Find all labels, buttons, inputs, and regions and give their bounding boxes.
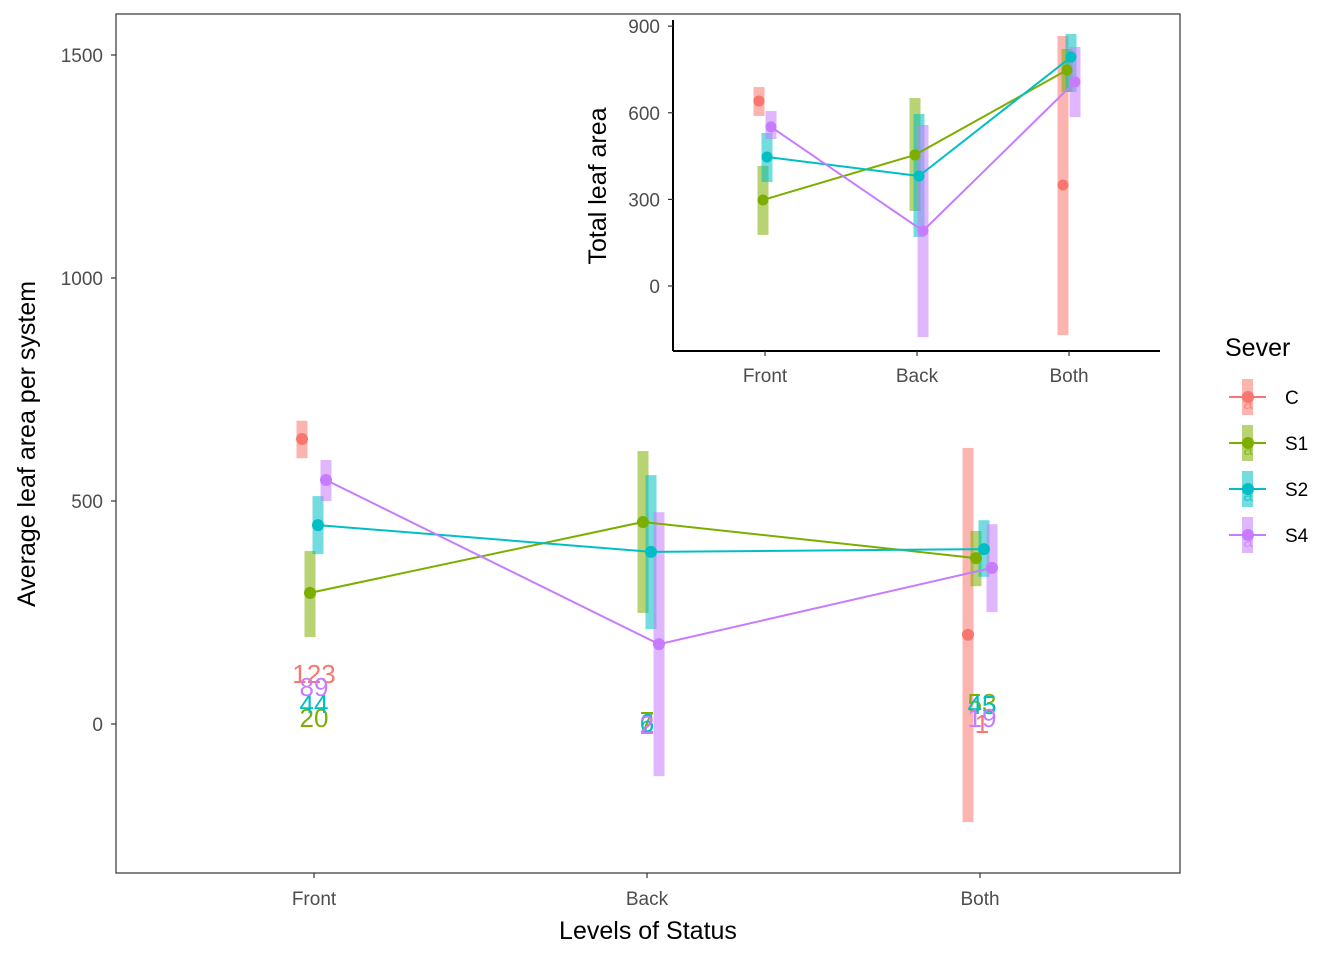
legend-item-s1: a S1 <box>1229 425 1308 461</box>
legend-key-point <box>1242 483 1254 495</box>
main-x-tick-label: Both <box>960 889 999 910</box>
inset-x-tick-label: Back <box>896 366 939 387</box>
main-count-label-s2: 45 <box>968 690 997 720</box>
inset-point-s1 <box>757 194 769 206</box>
main-point-s4 <box>986 561 998 574</box>
legend-label: C <box>1285 388 1299 409</box>
main-count-label-s2: 6 <box>640 708 654 738</box>
main-line-s1 <box>642 520 977 560</box>
inset-line-s1 <box>914 69 1068 156</box>
inset-point-c <box>1057 179 1069 191</box>
inset-line-s4 <box>770 126 924 232</box>
legend-title: Sever <box>1225 334 1290 362</box>
legend-key-text-glyph: a <box>1243 486 1253 505</box>
main-count-label-s4: 19 <box>968 703 997 733</box>
inset-point-s4 <box>1069 76 1081 88</box>
main-y-tick-label: 1000 <box>61 269 103 290</box>
legend-key-text-glyph: a <box>1243 440 1253 459</box>
inset-point-s4 <box>917 225 929 237</box>
main-count-label-s1: 20 <box>300 703 329 733</box>
main-count-label-s1: 7 <box>640 706 654 736</box>
legend-key-point <box>1242 437 1254 449</box>
inset-line-s4 <box>922 81 1076 232</box>
main-line-s4 <box>325 479 660 646</box>
inset-point-s1 <box>1061 64 1073 76</box>
main-error-bar-s1 <box>637 451 649 613</box>
main-x-tick-label: Back <box>626 889 669 910</box>
main-point-s1 <box>304 586 316 599</box>
main-y-tick-label: 500 <box>71 492 103 513</box>
legend-key-text-glyph: a <box>1243 394 1253 413</box>
inset-point-s1 <box>909 149 921 161</box>
legend: Sever a Ca S1a S2a S4 <box>1225 334 1309 553</box>
inset-point-s2 <box>761 151 773 163</box>
main-line-s4 <box>658 566 993 646</box>
main-count-label-s2: 44 <box>300 689 329 719</box>
inset-x-tick-label: Front <box>743 366 788 387</box>
inset-line-s2 <box>918 56 1072 177</box>
main-point-s1 <box>970 552 982 565</box>
main-point-c <box>962 628 974 641</box>
inset-point-s2 <box>1065 51 1077 63</box>
inset-y-tick-label: 0 <box>649 277 660 298</box>
main-x-tick-label: Front <box>292 889 337 910</box>
main-point-c <box>296 433 308 446</box>
inset-x-axis: Front Back Both <box>743 351 1089 387</box>
legend-label: S4 <box>1285 526 1309 547</box>
main-count-label-s4: 2 <box>640 710 654 740</box>
inset-y-tick-label: 600 <box>628 104 660 125</box>
legend-label: S2 <box>1285 480 1308 501</box>
legend-item-s2: a S2 <box>1229 471 1308 507</box>
legend-key-point <box>1242 391 1254 403</box>
legend-item-s4: a S4 <box>1229 517 1309 553</box>
main-count-label-s1: 53 <box>968 688 997 718</box>
inset-background <box>570 15 1179 400</box>
main-y-tick-label: 1500 <box>61 46 103 67</box>
main-x-axis: Front Back Both <box>292 873 1000 910</box>
inset-point-s2 <box>913 170 925 182</box>
inset-series-lines <box>762 56 1076 232</box>
main-count-label-c: 1 <box>975 709 989 739</box>
legend-label: S1 <box>1285 434 1308 455</box>
main-point-s2 <box>312 519 324 532</box>
inset-y-axis: 0 300 600 900 <box>628 17 673 298</box>
main-point-s2 <box>978 543 990 556</box>
inset-y-tick-label: 900 <box>628 17 660 38</box>
inset-points <box>753 51 1081 237</box>
main-y-axis-title: Average leaf area per system <box>13 281 41 607</box>
main-y-tick-label: 0 <box>92 715 103 736</box>
inset-point-s4 <box>765 121 777 133</box>
inset-y-tick-label: 300 <box>628 190 660 211</box>
inset-line-s2 <box>766 155 920 177</box>
inset-x-tick-label: Both <box>1049 366 1088 387</box>
main-count-label-c: 2 <box>640 709 654 739</box>
inset-point-c <box>753 95 765 107</box>
main-y-axis: 0 500 1000 1500 <box>61 46 116 736</box>
inset-line-s1 <box>762 153 916 201</box>
main-count-label-s4: 89 <box>300 672 329 702</box>
main-x-axis-title: Levels of Status <box>559 917 737 945</box>
main-point-s1 <box>637 515 649 528</box>
main-count-label-c: 123 <box>292 659 335 689</box>
legend-key-text-glyph: a <box>1243 532 1253 551</box>
main-points <box>296 433 998 651</box>
inset-panel: 0 300 600 900 Front Back Both Total leaf area <box>570 15 1179 400</box>
legend-key-point <box>1242 529 1254 541</box>
main-line-s1 <box>309 520 644 594</box>
main-point-s2 <box>645 545 657 558</box>
main-line-s2 <box>317 524 652 553</box>
main-point-s4 <box>320 474 332 487</box>
inset-y-axis-title: Total leaf area <box>584 107 612 264</box>
main-series-lines <box>309 479 993 646</box>
main-point-s4 <box>653 638 665 651</box>
main-line-s2 <box>650 548 985 553</box>
